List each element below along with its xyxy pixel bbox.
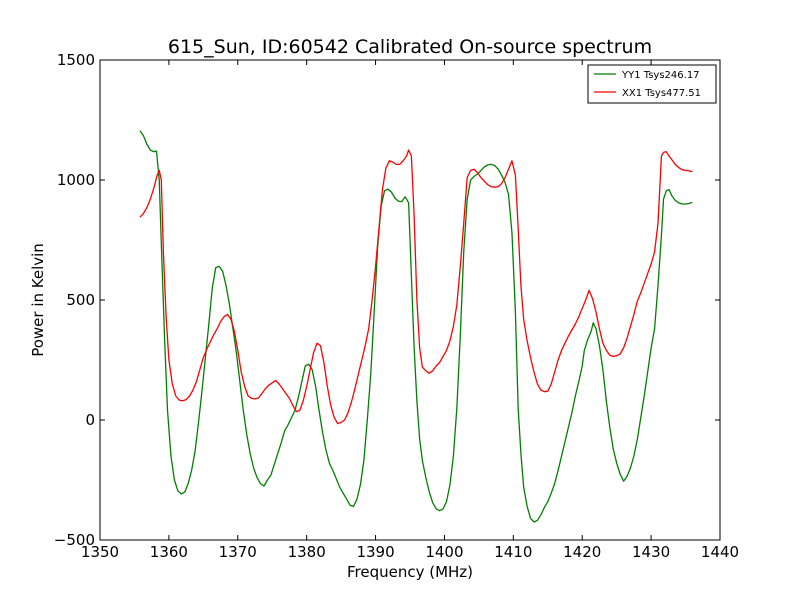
series-line-1 [139,149,693,425]
series-line-0 [139,130,693,523]
legend-label-0: YY1 Tsys246.17 [621,70,700,81]
x-tick-label: 1410 [494,543,532,561]
x-axis-label: Frequency (MHz) [347,563,473,581]
x-tick-label: 1390 [356,543,394,561]
y-tick-label: 0 [85,411,95,429]
y-tick-label: 1500 [57,51,95,69]
legend-label-1: XX1 Tsys477.51 [622,88,701,99]
x-tick-label: 1380 [288,543,326,561]
x-tick-label: 1350 [81,543,119,561]
x-tick-label: 1360 [150,543,188,561]
x-tick-label: 1440 [701,543,739,561]
y-axis-label: Power in Kelvin [29,243,47,357]
y-tick-label: 500 [66,291,95,309]
y-tick-label: −500 [54,531,95,549]
x-tick-label: 1430 [632,543,670,561]
plot-area: 1350 1360 1370 1380 1390 1400 1410 1420 1430 1440… [54,51,739,561]
y-tick-label: 1000 [57,171,95,189]
x-tick-label: 1370 [219,543,257,561]
x-tick-label: 1420 [563,543,601,561]
x-tick-label: 1400 [425,543,463,561]
chart-title: 615_Sun, ID:60542 Calibrated On-source s… [168,36,652,58]
legend: YY1 Tsys246.17 XX1 Tsys477.51 [587,64,717,104]
legend-box [587,64,717,104]
